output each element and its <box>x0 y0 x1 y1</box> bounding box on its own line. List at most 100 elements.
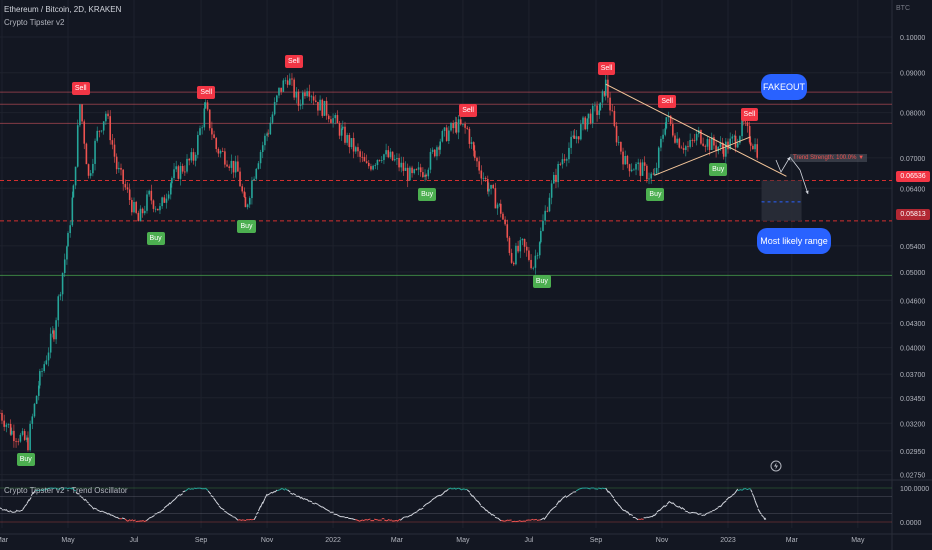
candle-body <box>228 166 231 168</box>
oscillator-segment <box>728 495 733 499</box>
candle-body <box>438 147 440 150</box>
candle-body <box>722 148 725 157</box>
ascending-trendline <box>654 136 751 176</box>
candle-body <box>57 296 60 321</box>
candle-body <box>445 127 448 142</box>
candle-body <box>289 78 291 85</box>
candle-body <box>512 262 515 265</box>
oscillator-segment <box>750 489 753 493</box>
candle-body <box>308 91 311 97</box>
candle-body <box>466 127 469 129</box>
candle-body <box>144 210 146 214</box>
price-tick-label: 0.10000 <box>900 35 925 42</box>
oscillator-segment <box>659 507 663 512</box>
oscillator-segment <box>737 489 741 492</box>
oscillator-segment <box>96 509 100 512</box>
candle-body <box>689 140 691 147</box>
oscillator-segment <box>400 516 405 521</box>
oscillator-segment <box>605 487 609 493</box>
candle-body <box>291 78 293 80</box>
oscillator-segment <box>500 519 505 522</box>
oscillator-segment <box>154 513 158 515</box>
candle-body <box>508 237 511 253</box>
candle-body <box>580 124 582 140</box>
oscillator-segment <box>756 504 759 508</box>
candle-body <box>118 167 120 170</box>
candle-body <box>519 240 522 252</box>
candle-body <box>504 219 506 225</box>
oscillator-segment <box>287 489 291 493</box>
candle-body <box>327 115 330 120</box>
candle-body <box>271 114 274 123</box>
candle-body <box>532 267 535 269</box>
candle-body <box>598 110 601 115</box>
candle-body <box>338 123 341 136</box>
candle-body <box>559 163 562 165</box>
time-tick-label: Nov <box>261 537 274 544</box>
candle-body <box>159 206 161 211</box>
oscillator-segment <box>82 498 86 501</box>
candle-body <box>568 147 570 160</box>
candle-body <box>387 150 390 158</box>
candle-body <box>464 123 466 128</box>
candle-body <box>708 139 711 150</box>
oscillator-segment <box>277 489 280 492</box>
candle-body <box>607 79 609 98</box>
lightning-icon[interactable] <box>770 460 782 472</box>
candle-body <box>177 166 180 179</box>
sell-signal: Sell <box>285 54 303 68</box>
candle-body <box>406 167 409 181</box>
sell-signal: Sell <box>740 108 759 122</box>
oscillator-segment <box>731 493 736 496</box>
candle-body <box>241 186 243 192</box>
oscillator-segment <box>417 508 421 512</box>
oscillator-segment <box>469 493 474 498</box>
price-tick-label: 0.09000 <box>900 71 925 78</box>
candle-body <box>582 117 584 125</box>
oscillator-segment <box>656 509 660 513</box>
oscillator-segment <box>760 512 762 515</box>
oscillator-segment <box>648 515 652 518</box>
candle-body <box>752 145 754 150</box>
candle-body <box>135 201 137 213</box>
candle-body <box>188 158 190 161</box>
candle-body <box>555 174 557 183</box>
candle-body <box>120 167 122 170</box>
candle-body <box>267 133 269 135</box>
candle-body <box>652 173 655 175</box>
candle-body <box>122 169 124 185</box>
oscillator-segment <box>159 510 163 513</box>
oscillator-segment <box>135 520 139 523</box>
candle-body <box>589 113 592 124</box>
candle-body <box>100 130 103 132</box>
oscillator-segment <box>306 498 310 503</box>
oscillator-segment <box>439 493 444 497</box>
oscillator-segment <box>422 503 427 508</box>
candle-body <box>310 96 313 98</box>
candle-body <box>704 145 707 147</box>
candle-body <box>413 169 416 174</box>
oscillator-segment <box>69 487 73 490</box>
candle-body <box>248 198 251 205</box>
oscillator-segment <box>138 520 142 522</box>
candle-body <box>29 423 31 451</box>
candle-body <box>635 163 637 170</box>
candle-body <box>490 184 492 189</box>
candle-body <box>691 140 694 141</box>
oscillator-segment <box>712 509 716 512</box>
time-tick-label: May <box>851 537 865 544</box>
oscillator-segment <box>0 507 3 510</box>
oscillator-segment <box>93 507 98 510</box>
candle-body <box>280 87 282 92</box>
candle-body <box>259 152 262 164</box>
candle-body <box>482 177 485 179</box>
candle-body <box>664 128 667 135</box>
oscillator-title[interactable]: Crypto Tipster v2 - Trend Oscillator <box>4 486 128 495</box>
indicator-name[interactable]: Crypto Tipster v2 <box>4 18 65 27</box>
candle-body <box>739 136 741 144</box>
candle-body <box>146 194 148 211</box>
candle-body <box>502 213 504 220</box>
time-tick-label: May <box>61 537 75 544</box>
